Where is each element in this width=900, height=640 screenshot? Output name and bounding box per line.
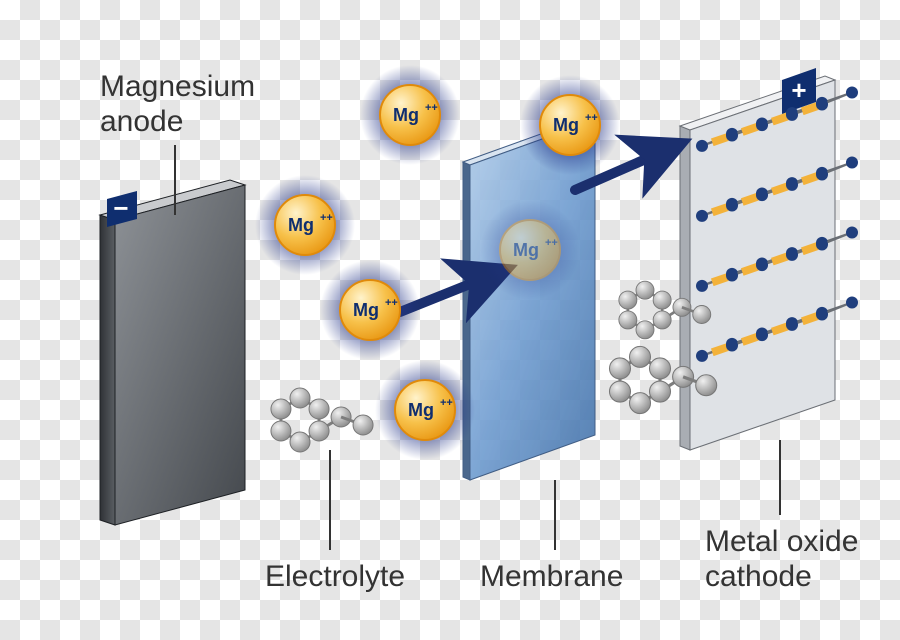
leader-lines [175, 145, 780, 550]
membrane-plate [463, 117, 595, 480]
svg-text:Mg: Mg [408, 400, 434, 420]
svg-text:++: ++ [440, 397, 453, 409]
svg-text:Mg: Mg [288, 215, 314, 235]
svg-text:++: ++ [320, 212, 333, 224]
svg-text:Mg: Mg [513, 240, 539, 260]
svg-text:Mg: Mg [353, 300, 379, 320]
anode-plate: − [100, 180, 245, 525]
label-cathode: Metal oxide cathode [705, 525, 858, 594]
label-anode: Magnesium anode [100, 70, 255, 139]
svg-text:Mg: Mg [393, 105, 419, 125]
svg-text:++: ++ [585, 112, 598, 124]
svg-text:Mg: Mg [553, 115, 579, 135]
svg-text:+: + [791, 75, 806, 105]
svg-text:−: − [113, 193, 128, 223]
magnesium-ions: Mg ++ Mg ++ Mg ++ Mg ++ Mg ++ Mg ++ [255, 65, 620, 460]
flow-arrows [400, 155, 655, 312]
label-membrane: Membrane [480, 560, 623, 595]
diagram-stage: − + Mg ++ Mg ++ Mg ++ Mg ++ Mg ++ Mg ++ Magnesium a… [0, 0, 900, 640]
cathode-plate: + [680, 68, 835, 450]
svg-text:++: ++ [425, 102, 438, 114]
cathode-lattice [696, 86, 858, 361]
svg-text:++: ++ [385, 297, 398, 309]
svg-text:++: ++ [545, 237, 558, 249]
electrolyte-molecules [271, 281, 717, 452]
label-electrolyte: Electrolyte [265, 560, 405, 595]
